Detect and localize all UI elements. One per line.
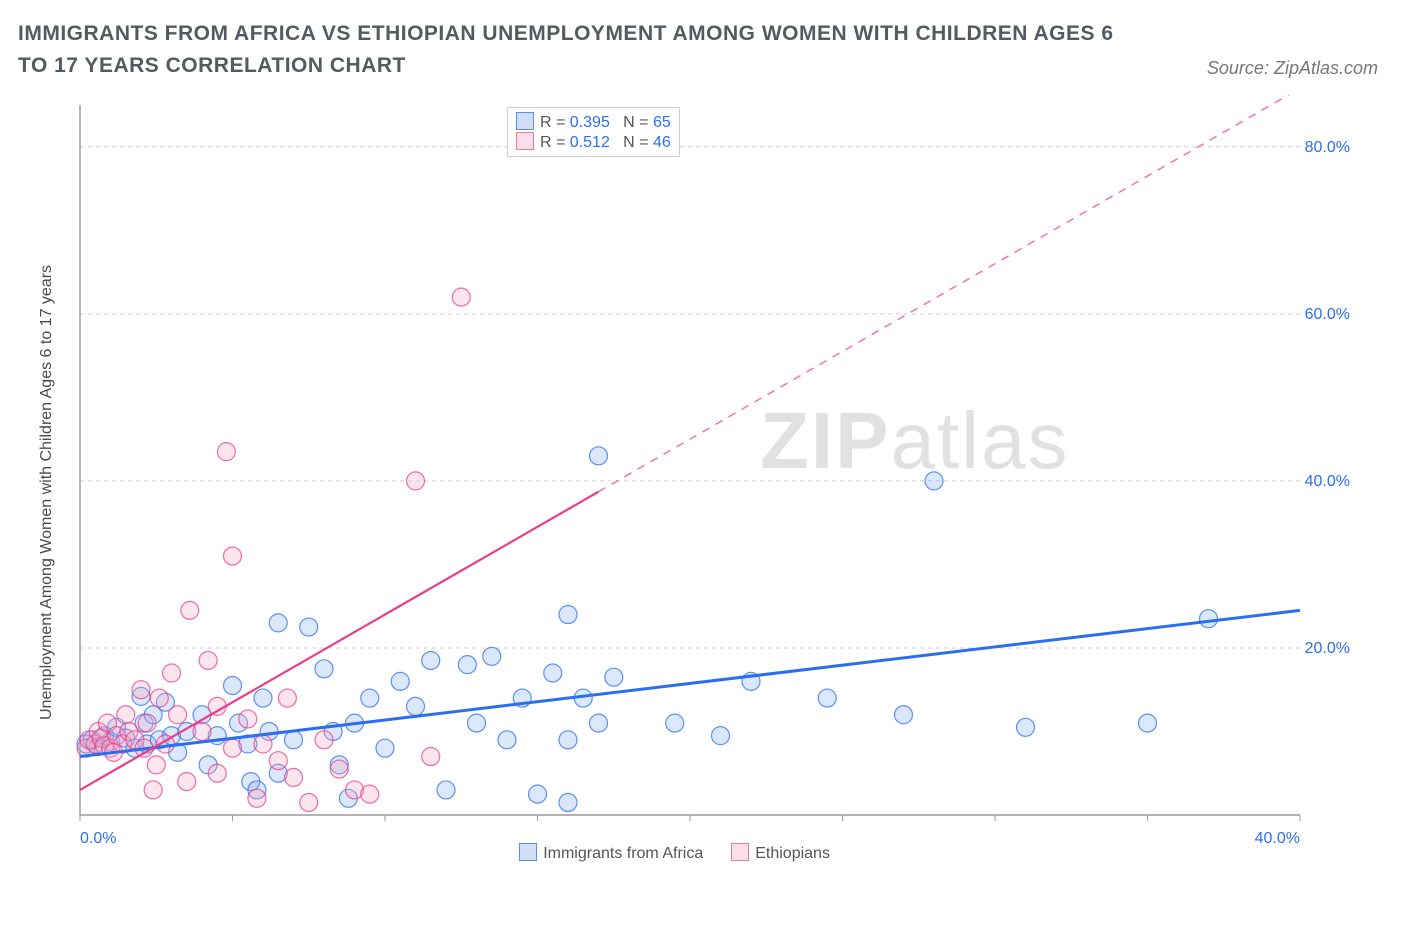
legend-swatch-africa bbox=[519, 843, 537, 861]
legend-item-africa: Immigrants from Africa bbox=[519, 845, 703, 862]
legend-label-ethiopians: Ethiopians bbox=[755, 845, 830, 862]
legend-label-africa: Immigrants from Africa bbox=[543, 845, 703, 862]
r-value-africa: 0.395 bbox=[570, 114, 610, 131]
svg-text:40.0%: 40.0% bbox=[1255, 830, 1300, 847]
swatch-africa bbox=[516, 112, 534, 130]
plot-svg: 20.0% 40.0% 60.0% 80.0% 0.0% 40.0% bbox=[70, 95, 1380, 865]
svg-text:20.0%: 20.0% bbox=[1305, 640, 1350, 657]
source-attribution: Source: ZipAtlas.com bbox=[1207, 58, 1378, 79]
y-axis-label: Unemployment Among Women with Children A… bbox=[38, 265, 56, 720]
source-value: ZipAtlas.com bbox=[1274, 58, 1378, 78]
svg-text:0.0%: 0.0% bbox=[80, 830, 116, 847]
stats-row-ethiopians: R = 0.512 N = 46 bbox=[516, 132, 671, 152]
stats-row-africa: R = 0.395 N = 65 bbox=[516, 112, 671, 132]
r-value-ethiopians: 0.512 bbox=[570, 134, 610, 151]
svg-text:80.0%: 80.0% bbox=[1305, 139, 1350, 156]
n-value-ethiopians: 46 bbox=[653, 134, 671, 151]
correlation-stats-box: R = 0.395 N = 65R = 0.512 N = 46 bbox=[507, 107, 680, 157]
scatter-plot: 20.0%40.0%60.0%80.0%0.0%40.0% ZIPatlas R… bbox=[70, 95, 1380, 865]
legend-item-ethiopians: Ethiopians bbox=[731, 845, 830, 862]
n-value-africa: 65 bbox=[653, 114, 671, 131]
chart-title: IMMIGRANTS FROM AFRICA VS ETHIOPIAN UNEM… bbox=[18, 18, 1138, 81]
svg-text:40.0%: 40.0% bbox=[1305, 473, 1350, 490]
source-label: Source: bbox=[1207, 58, 1269, 78]
legend-swatch-ethiopians bbox=[731, 843, 749, 861]
svg-text:60.0%: 60.0% bbox=[1305, 306, 1350, 323]
series-legend: Immigrants from Africa Ethiopians bbox=[519, 843, 858, 863]
swatch-ethiopians bbox=[516, 132, 534, 150]
